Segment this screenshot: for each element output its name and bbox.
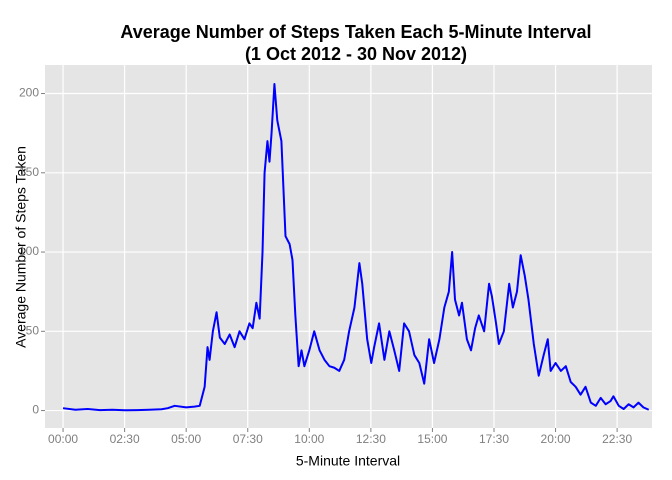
x-tick-label: 17:30	[479, 432, 509, 446]
x-tick-label: 00:00	[48, 432, 78, 446]
chart-subtitle: (1 Oct 2012 - 30 Nov 2012)	[245, 44, 467, 64]
chart-title: Average Number of Steps Taken Each 5-Min…	[120, 22, 591, 42]
y-tick-label: 100	[19, 244, 39, 258]
y-tick-label: 150	[19, 165, 39, 179]
y-tick-label: 0	[32, 403, 39, 417]
plot-panel	[45, 65, 652, 428]
x-tick-label: 02:30	[110, 432, 140, 446]
x-tick-label: 05:00	[171, 432, 201, 446]
x-axis-label: 5-Minute Interval	[296, 453, 400, 469]
y-axis-label: Average Number of Steps Taken	[13, 146, 29, 348]
x-tick-label: 12:30	[356, 432, 386, 446]
data-line	[62, 83, 650, 412]
x-tick-label: 15:00	[417, 432, 447, 446]
x-tick-label: 10:00	[294, 432, 324, 446]
x-tick-label: 07:30	[233, 432, 263, 446]
y-tick-label: 200	[19, 86, 39, 100]
x-tick-label: 22:30	[602, 432, 632, 446]
y-tick-label: 50	[26, 323, 40, 337]
x-tick-label: 20:00	[541, 432, 571, 446]
